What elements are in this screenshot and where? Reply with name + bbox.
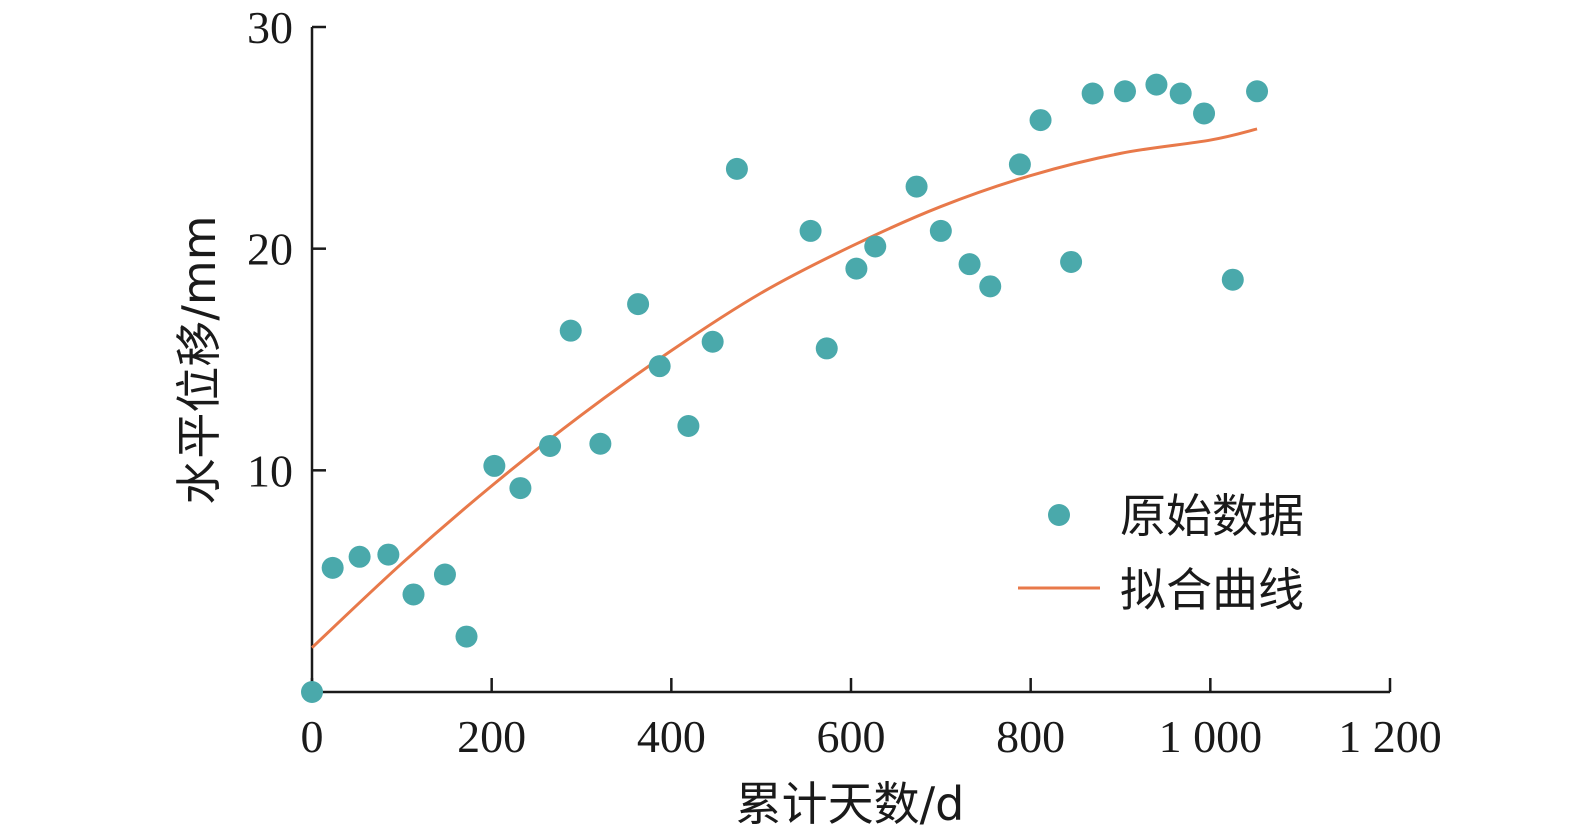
- data-point: [1029, 109, 1052, 132]
- y-tick-label: 10: [247, 445, 293, 496]
- data-point: [958, 253, 981, 276]
- data-point: [1145, 73, 1168, 96]
- data-point: [1060, 250, 1083, 273]
- data-point: [725, 157, 748, 180]
- x-tick-label: 800: [996, 711, 1065, 762]
- x-axis-title: 累计天数/d: [736, 777, 965, 831]
- data-point: [509, 477, 532, 500]
- x-tick-label: 400: [637, 711, 706, 762]
- data-point: [348, 545, 371, 568]
- data-point: [627, 293, 650, 316]
- data-points-layer: [301, 73, 1269, 703]
- data-point: [701, 330, 724, 353]
- data-point: [1169, 82, 1192, 105]
- y-tick-labels: 10 20 30: [247, 2, 293, 496]
- data-point: [559, 319, 582, 342]
- x-tick-label: 1 000: [1159, 711, 1263, 762]
- data-point: [589, 432, 612, 455]
- data-point: [483, 454, 506, 477]
- data-point: [929, 219, 952, 242]
- y-tick-label: 20: [247, 224, 293, 275]
- x-tick-label: 1 200: [1338, 711, 1442, 762]
- data-point: [455, 625, 478, 648]
- x-tick-labels: 0 200 400 600 800 1 000 1 200: [301, 711, 1442, 762]
- data-point: [905, 175, 928, 198]
- y-tick-label: 30: [247, 2, 293, 53]
- data-point: [402, 583, 425, 606]
- data-point: [799, 219, 822, 242]
- data-point: [1221, 268, 1244, 291]
- fit-curve-layer: [310, 127, 1258, 649]
- x-tick-label: 200: [457, 711, 526, 762]
- legend: 原始数据 拟合曲线: [1018, 489, 1304, 617]
- data-point: [648, 355, 671, 378]
- data-point: [864, 235, 887, 258]
- data-point: [321, 556, 344, 579]
- data-point: [1081, 82, 1104, 105]
- x-tick-label: 600: [817, 711, 886, 762]
- data-point: [815, 337, 838, 360]
- data-point: [301, 681, 323, 703]
- legend-scatter-marker: [1048, 504, 1070, 526]
- legend-label-raw-data: 原始数据: [1120, 489, 1304, 543]
- data-point: [377, 543, 400, 566]
- data-point: [539, 434, 562, 457]
- x-tick-label: 0: [301, 711, 324, 762]
- y-axis-title: 水平位移/mm: [172, 215, 226, 504]
- legend-label-fit-curve: 拟合曲线: [1120, 563, 1304, 617]
- axes: [310, 25, 1392, 694]
- data-point: [1008, 153, 1031, 176]
- data-point: [979, 275, 1002, 298]
- data-point: [433, 563, 456, 586]
- data-point: [677, 415, 700, 437]
- data-point: [1113, 80, 1136, 103]
- data-point: [1193, 102, 1216, 125]
- data-point: [1246, 80, 1269, 103]
- data-point: [845, 257, 868, 280]
- fit-curve-line: [310, 127, 1258, 649]
